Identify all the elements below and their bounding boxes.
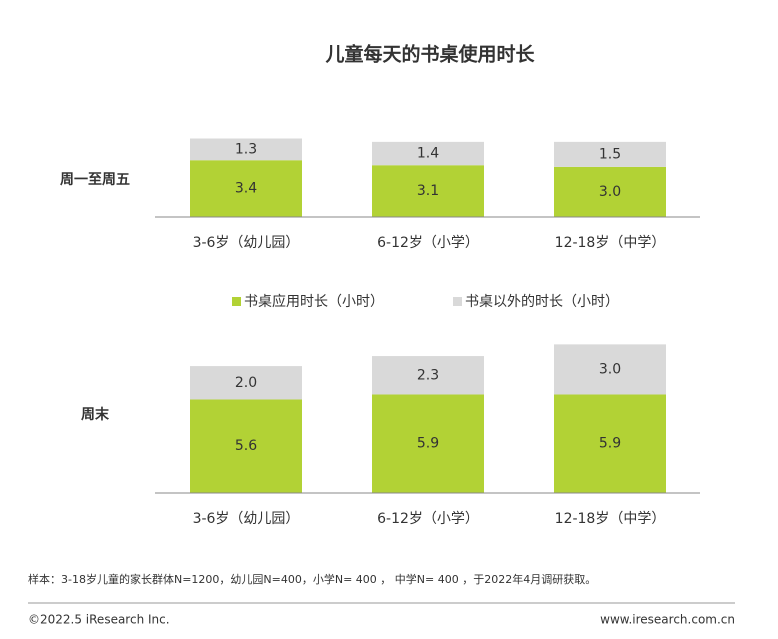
x-tick-label: 3-6岁（幼儿园）	[193, 511, 300, 527]
url: www.iresearch.com.cn	[600, 613, 735, 627]
footnote: 样本：3-18岁儿童的家长群体N=1200，幼儿园N=400，小学N= 400 …	[28, 572, 596, 586]
bar-segment	[190, 366, 302, 400]
x-tick-label: 12-18岁（中学）	[555, 235, 666, 251]
legend-label: 书桌应用时长（小时）	[244, 293, 384, 310]
x-tick-label: 6-12岁（小学）	[377, 511, 479, 527]
bar-segment	[372, 394, 484, 493]
legend-swatch	[232, 297, 241, 306]
bar-segment	[190, 138, 302, 161]
legend-swatch	[453, 297, 462, 306]
x-tick-label: 6-12岁（小学）	[377, 235, 479, 251]
bar-segment	[554, 394, 666, 493]
value-label: 2.0	[235, 375, 257, 391]
x-tick-label: 12-18岁（中学）	[555, 511, 666, 527]
bar-segment	[554, 141, 666, 167]
legend-label: 书桌以外的时长（小时）	[465, 294, 619, 310]
value-label: 3.0	[599, 184, 621, 200]
value-label: 1.5	[599, 146, 621, 162]
bar-segment	[554, 166, 666, 217]
value-label: 2.3	[417, 367, 439, 383]
bar-segment	[372, 141, 484, 166]
row-label: 周一至周五	[60, 172, 130, 188]
value-label: 3.4	[235, 181, 257, 197]
value-label: 1.4	[417, 146, 439, 162]
value-label: 1.3	[235, 141, 257, 157]
copyright: ©2022.5 iResearch Inc.	[28, 613, 170, 627]
value-label: 5.9	[599, 436, 621, 452]
bar-segment	[554, 344, 666, 395]
bar-segment	[190, 160, 302, 217]
title: 儿童每天的书桌使用时长	[324, 43, 535, 66]
row-label: 周末	[81, 406, 110, 423]
x-tick-label: 3-6岁（幼儿园）	[193, 235, 300, 251]
bar-segment	[190, 399, 302, 493]
value-label: 5.6	[235, 438, 257, 454]
value-label: 3.0	[599, 361, 621, 377]
value-label: 3.1	[417, 183, 439, 199]
bar-segment	[372, 356, 484, 395]
bar-segment	[372, 165, 484, 217]
value-label: 5.9	[417, 436, 439, 452]
